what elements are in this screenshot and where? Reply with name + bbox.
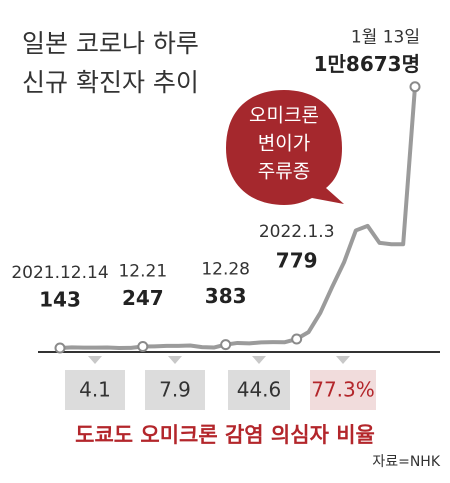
- pointer: [336, 356, 350, 364]
- ratio-box: [310, 370, 376, 410]
- callout-text: 오미크론: [249, 105, 319, 127]
- point: [291, 333, 303, 345]
- date-label: 2022.1.3: [259, 222, 335, 242]
- pointer: [168, 356, 182, 364]
- value-label: 779: [276, 249, 318, 273]
- date-label: 12.21: [118, 262, 167, 282]
- ratio-title: 도쿄도 오미크론 감염 의심자 비율: [75, 423, 375, 447]
- pointer: [88, 356, 102, 364]
- ratio-label: 44.6: [237, 378, 282, 402]
- date-label: 1월 13일: [351, 28, 420, 48]
- chart-title: 일본 코로나 하루: [22, 29, 199, 58]
- ratio-box: [228, 370, 290, 410]
- source: 자료=NHK: [372, 454, 440, 470]
- value-label: 1만8673명: [314, 52, 420, 76]
- line: [59, 86, 417, 350]
- date-label: 12.28: [201, 260, 250, 280]
- ratio-label: 4.1: [79, 378, 111, 402]
- value-label: 247: [122, 286, 164, 310]
- ratio-label: 7.9: [159, 378, 191, 402]
- date-label: 2021.12.14: [11, 263, 108, 283]
- point: [137, 341, 149, 353]
- callout-text: 변이가: [258, 133, 310, 155]
- point: [54, 342, 66, 354]
- callout-bubble: [226, 90, 344, 205]
- value-label: 143: [39, 287, 81, 311]
- pointer: [252, 356, 266, 364]
- ratio-box: [145, 370, 205, 410]
- callout-text: 주류종: [258, 161, 310, 183]
- chart-title: 신규 확진자 추이: [22, 68, 199, 97]
- ratio-label: 77.3%: [311, 378, 375, 402]
- ratio-box: [65, 370, 125, 410]
- point: [409, 81, 421, 93]
- value-label: 383: [205, 284, 247, 308]
- point: [220, 339, 232, 351]
